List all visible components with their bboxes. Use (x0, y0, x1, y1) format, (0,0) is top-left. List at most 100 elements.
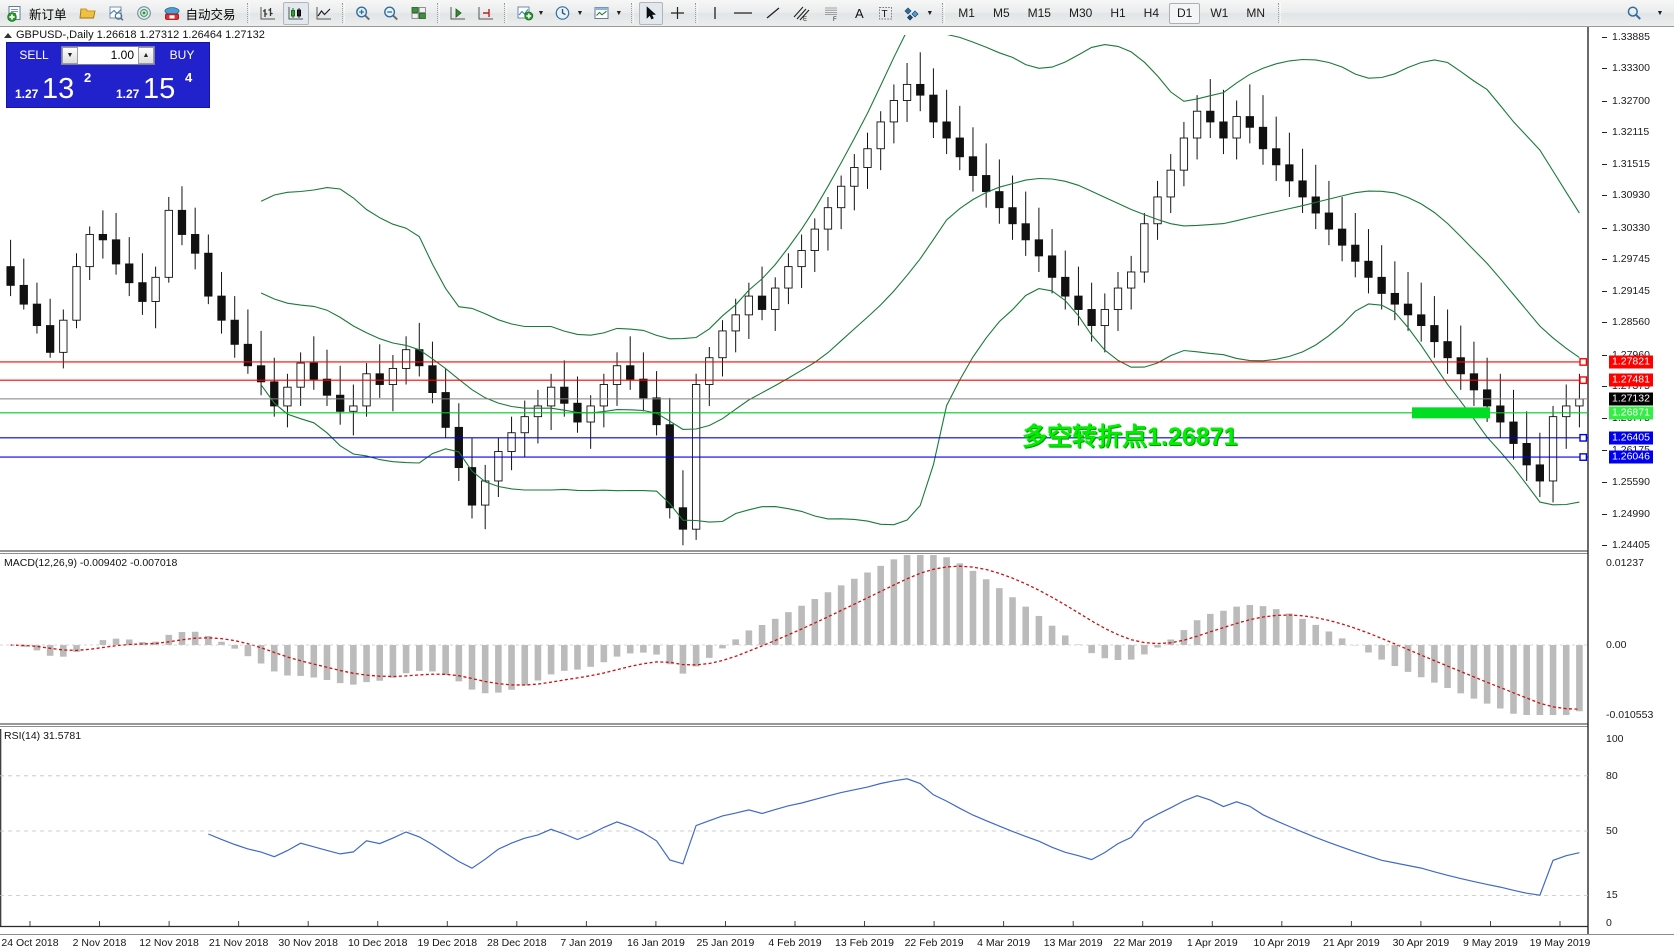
shift-start-button[interactable] (445, 2, 471, 25)
print-preview-button[interactable] (103, 2, 129, 25)
shift-end-icon (478, 6, 493, 19)
chevron-down-icon[interactable]: ▼ (537, 9, 545, 17)
folder-button[interactable] (75, 2, 101, 25)
shift-end-button[interactable] (473, 2, 499, 25)
price-tick-mark (1602, 195, 1607, 197)
candlestick-chart-button[interactable] (282, 1, 309, 25)
price-level-tag[interactable]: 1.27132 (1609, 392, 1653, 406)
timeframe-w1[interactable]: W1 (1210, 6, 1229, 20)
price-tick-mark (1602, 322, 1607, 324)
templates-button[interactable]: ▼ (589, 2, 626, 25)
timeframe-d1[interactable]: D1 (1169, 2, 1201, 24)
collapse-triangle-icon[interactable] (4, 32, 12, 38)
toolbar-overflow-button[interactable]: ▼ (1648, 2, 1671, 25)
text-button[interactable]: A (848, 2, 871, 25)
volume-input[interactable]: 1.00 (78, 46, 138, 64)
new-order-label: 新订单 (29, 7, 67, 22)
chevron-down-icon[interactable]: ▼ (576, 9, 584, 17)
time-tick-label: 24 Oct 2018 (1, 937, 59, 949)
volume-decrease-button[interactable]: ▼ (62, 46, 78, 64)
price-tick-label: 1.29745 (1612, 252, 1650, 265)
rsi-tick-label: 100 (1606, 733, 1624, 745)
add-indicator-button[interactable]: ▼ (512, 2, 549, 25)
volume-increase-button[interactable]: ▲ (138, 46, 154, 64)
tile-windows-button[interactable] (406, 2, 432, 25)
trendline-button[interactable] (760, 2, 786, 25)
price-tick-mark (1602, 481, 1607, 483)
timeframe-m5[interactable]: M5 (992, 6, 1010, 20)
fibonacci-button[interactable]: F (818, 2, 846, 25)
search-button[interactable] (1622, 2, 1646, 25)
zoom-in-button[interactable] (350, 2, 376, 25)
time-tick-label: 13 Feb 2019 (835, 937, 895, 949)
sell-price-box[interactable]: 1.27 13 2 (8, 67, 107, 106)
timeframe-h4[interactable]: H4 (1143, 6, 1159, 20)
objects-icon (904, 7, 919, 21)
line-chart-button[interactable] (311, 2, 337, 25)
text-label-icon: T (879, 7, 893, 20)
new-order-button[interactable]: 新订单 (3, 2, 73, 25)
price-level-tag[interactable]: 1.27821 (1609, 355, 1653, 369)
network-button[interactable] (131, 2, 157, 25)
text-label-button[interactable]: T (873, 2, 898, 25)
price-tick-mark (1602, 513, 1607, 515)
rsi-tick-label: 80 (1606, 769, 1618, 782)
timeframe-m1[interactable]: M1 (958, 6, 975, 20)
chevron-down-icon[interactable]: ▼ (926, 9, 934, 17)
macd-tick-label: -0.010553 (1606, 709, 1654, 721)
time-tick-label: 30 Nov 2018 (278, 937, 338, 949)
chart-annotation[interactable]: 多空转折点1.26871 (1022, 422, 1238, 451)
price-tick-label: 1.30330 (1612, 221, 1650, 234)
equidistant-channel-button[interactable]: E (788, 2, 816, 25)
time-tick-label: 4 Mar 2019 (977, 937, 1031, 949)
buy-button[interactable]: BUY (158, 45, 206, 65)
period-button[interactable]: ▼ (550, 2, 587, 25)
price-tick-mark (1602, 291, 1607, 292)
toolbar-separator (631, 3, 635, 23)
cursor-button[interactable] (639, 1, 664, 25)
chart-window[interactable]: GBPUSD-,Daily 1.26618 1.27312 1.26464 1.… (0, 27, 1674, 952)
chevron-down-icon[interactable]: ▼ (615, 9, 623, 17)
vertical-line-button[interactable] (703, 2, 726, 25)
price-levels-group (0, 358, 1588, 461)
price-tick-label: 1.30930 (1612, 189, 1650, 202)
time-tick-label: 4 Feb 2019 (768, 937, 822, 949)
price-tick-mark (1602, 450, 1607, 452)
timeframe-mn[interactable]: MN (1246, 6, 1266, 20)
price-tick-label: 1.24990 (1612, 507, 1650, 520)
buy-price-box[interactable]: 1.27 15 4 (109, 67, 208, 106)
timeframe-h1[interactable]: H1 (1110, 6, 1126, 20)
price-chart-canvas[interactable] (0, 27, 1674, 934)
timeframe-m30[interactable]: M30 (1068, 6, 1093, 20)
autotrade-button[interactable]: 自动交易 (159, 2, 242, 25)
horizontal-line-button[interactable] (728, 2, 758, 25)
price-level-tag[interactable]: 1.26871 (1609, 406, 1653, 420)
price-scale[interactable]: 1.33885 1.33300 1.32700 1.32115 1.31515 1.309… (1600, 27, 1674, 952)
zoom-out-button[interactable] (378, 2, 404, 25)
time-scale[interactable]: 24 Oct 2018 2 Nov 2018 12 Nov 2018 21 Nov 2… (0, 934, 1674, 952)
toolbar-separator (942, 3, 946, 23)
buy-price-fraction: 4 (185, 70, 193, 85)
time-tick-label: 12 Nov 2018 (139, 937, 199, 949)
one-click-trading-panel[interactable]: SELL ▼ 1.00 ▲ BUY 1.27 13 2 1.27 15 4 (6, 42, 210, 108)
chevron-down-icon[interactable]: ▼ (1656, 9, 1664, 17)
price-tick-mark (1602, 385, 1607, 387)
rsi-label: RSI(14) 31.5781 (4, 730, 82, 742)
bar-chart-button[interactable] (255, 2, 281, 25)
timeframe-m15[interactable]: M15 (1027, 6, 1051, 20)
price-level-tag[interactable]: 1.27481 (1609, 373, 1653, 387)
objects-button[interactable]: ▼ (900, 2, 937, 25)
time-tick-label: 13 Mar 2019 (1043, 937, 1103, 949)
price-tick-label: 1.28560 (1612, 316, 1650, 329)
volume-stepper[interactable]: ▼ 1.00 ▲ (61, 45, 155, 65)
crosshair-button[interactable] (665, 2, 690, 25)
price-tick-mark (1602, 545, 1607, 546)
price-level-tag[interactable]: 1.26405 (1609, 431, 1653, 445)
price-level-tag[interactable]: 1.26046 (1609, 450, 1653, 464)
sell-price-big: 13 (42, 73, 75, 105)
main-toolbar: 新订单 自动交易 (0, 0, 1674, 27)
sell-button[interactable]: SELL (10, 45, 58, 65)
add-indicator-icon (517, 6, 533, 21)
search-icon (1627, 6, 1641, 20)
time-tick-label: 21 Apr 2019 (1323, 937, 1380, 949)
